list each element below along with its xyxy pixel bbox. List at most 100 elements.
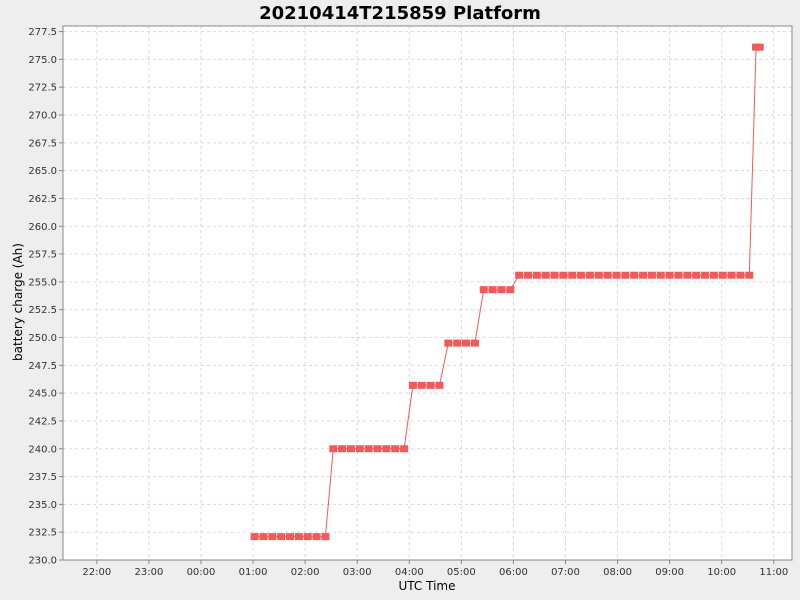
data-point [718,271,727,279]
data-point [656,271,665,279]
y-tick-label: 237.5 [28,472,57,483]
data-point [612,271,621,279]
data-point [541,271,550,279]
x-tick-label: 11:00 [759,567,788,578]
y-tick-label: 257.5 [28,250,57,261]
data-point [621,271,630,279]
data-point [709,271,718,279]
plot-area [63,26,792,560]
data-point [329,445,338,453]
data-point [338,445,347,453]
data-point [683,271,692,279]
data-point [312,533,321,541]
x-tick-label: 05:00 [447,567,476,578]
y-axis-label: battery charge (Ah) [11,243,25,361]
data-point [479,286,488,294]
data-point [665,271,674,279]
x-tick-label: 23:00 [135,567,164,578]
y-tick-label: 232.5 [28,528,57,539]
data-point [532,271,541,279]
grid-lines [63,26,792,561]
x-tick-label: 02:00 [291,567,320,578]
data-point [408,381,417,389]
x-tick-label: 10:00 [707,567,736,578]
data-point [303,533,312,541]
data-point [647,271,656,279]
y-tick-label: 265.0 [28,166,57,177]
data-point [382,445,391,453]
x-tick-label: 04:00 [395,567,424,578]
y-tick-label: 260.0 [28,222,57,233]
data-point [550,271,559,279]
data-point [639,271,648,279]
x-axis: 22:00 23:00 00:00 01:00 02:00 03:00 04:00 05:00… [82,560,788,578]
data-point [568,271,577,279]
data-point [417,381,426,389]
data-point [346,445,355,453]
data-point [497,286,506,294]
data-point [268,533,277,541]
data-point [736,271,745,279]
y-tick-label: 275.0 [28,55,57,66]
data-point [515,271,524,279]
data-point [435,381,444,389]
y-tick-label: 252.5 [28,305,57,316]
data-point [453,339,462,347]
data-point [594,271,603,279]
x-tick-label: 06:00 [499,567,528,578]
x-tick-label: 08:00 [603,567,632,578]
y-tick-label: 235.0 [28,500,57,511]
y-tick-label: 272.5 [28,83,57,94]
chart-title: 20210414T215859 Platform [259,3,541,24]
data-point [745,271,754,279]
data-point [674,271,683,279]
data-point [426,381,435,389]
data-point [755,43,764,51]
data-point [701,271,710,279]
y-tick-label: 262.5 [28,194,57,205]
data-point [294,533,303,541]
y-tick-label: 267.5 [28,138,57,149]
data-point [523,271,532,279]
data-point [488,286,497,294]
data-point [559,271,568,279]
y-tick-label: 245.0 [28,389,57,400]
y-tick-label: 277.5 [28,27,57,38]
x-tick-label: 22:00 [82,567,111,578]
y-tick-label: 250.0 [28,333,57,344]
data-point [400,445,409,453]
data-point [321,533,330,541]
data-point [585,271,594,279]
series-markers [250,43,764,541]
x-axis-label: UTC Time [399,579,456,593]
data-point [355,445,364,453]
data-point [630,271,639,279]
data-point [286,533,295,541]
data-point [727,271,736,279]
data-point [444,339,453,347]
data-point [506,286,515,294]
data-point [692,271,701,279]
data-point [250,533,259,541]
y-tick-label: 242.5 [28,416,57,427]
x-tick-label: 00:00 [187,567,216,578]
plot-border [62,25,793,561]
y-axis: 230.0 232.5 235.0 237.5 240.0 242.5 245.0 247.5… [28,27,63,567]
data-point [364,445,373,453]
y-tick-label: 255.0 [28,277,57,288]
x-tick-label: 09:00 [655,567,684,578]
data-point [391,445,400,453]
y-tick-label: 270.0 [28,111,57,122]
data-point [577,271,586,279]
y-tick-label: 247.5 [28,361,57,372]
data-point [603,271,612,279]
x-tick-label: 01:00 [239,567,268,578]
y-tick-label: 240.0 [28,444,57,455]
data-point [259,533,268,541]
y-tick-label: 230.0 [28,556,57,567]
data-point [470,339,479,347]
x-tick-label: 03:00 [343,567,372,578]
plot-frame [62,25,793,561]
